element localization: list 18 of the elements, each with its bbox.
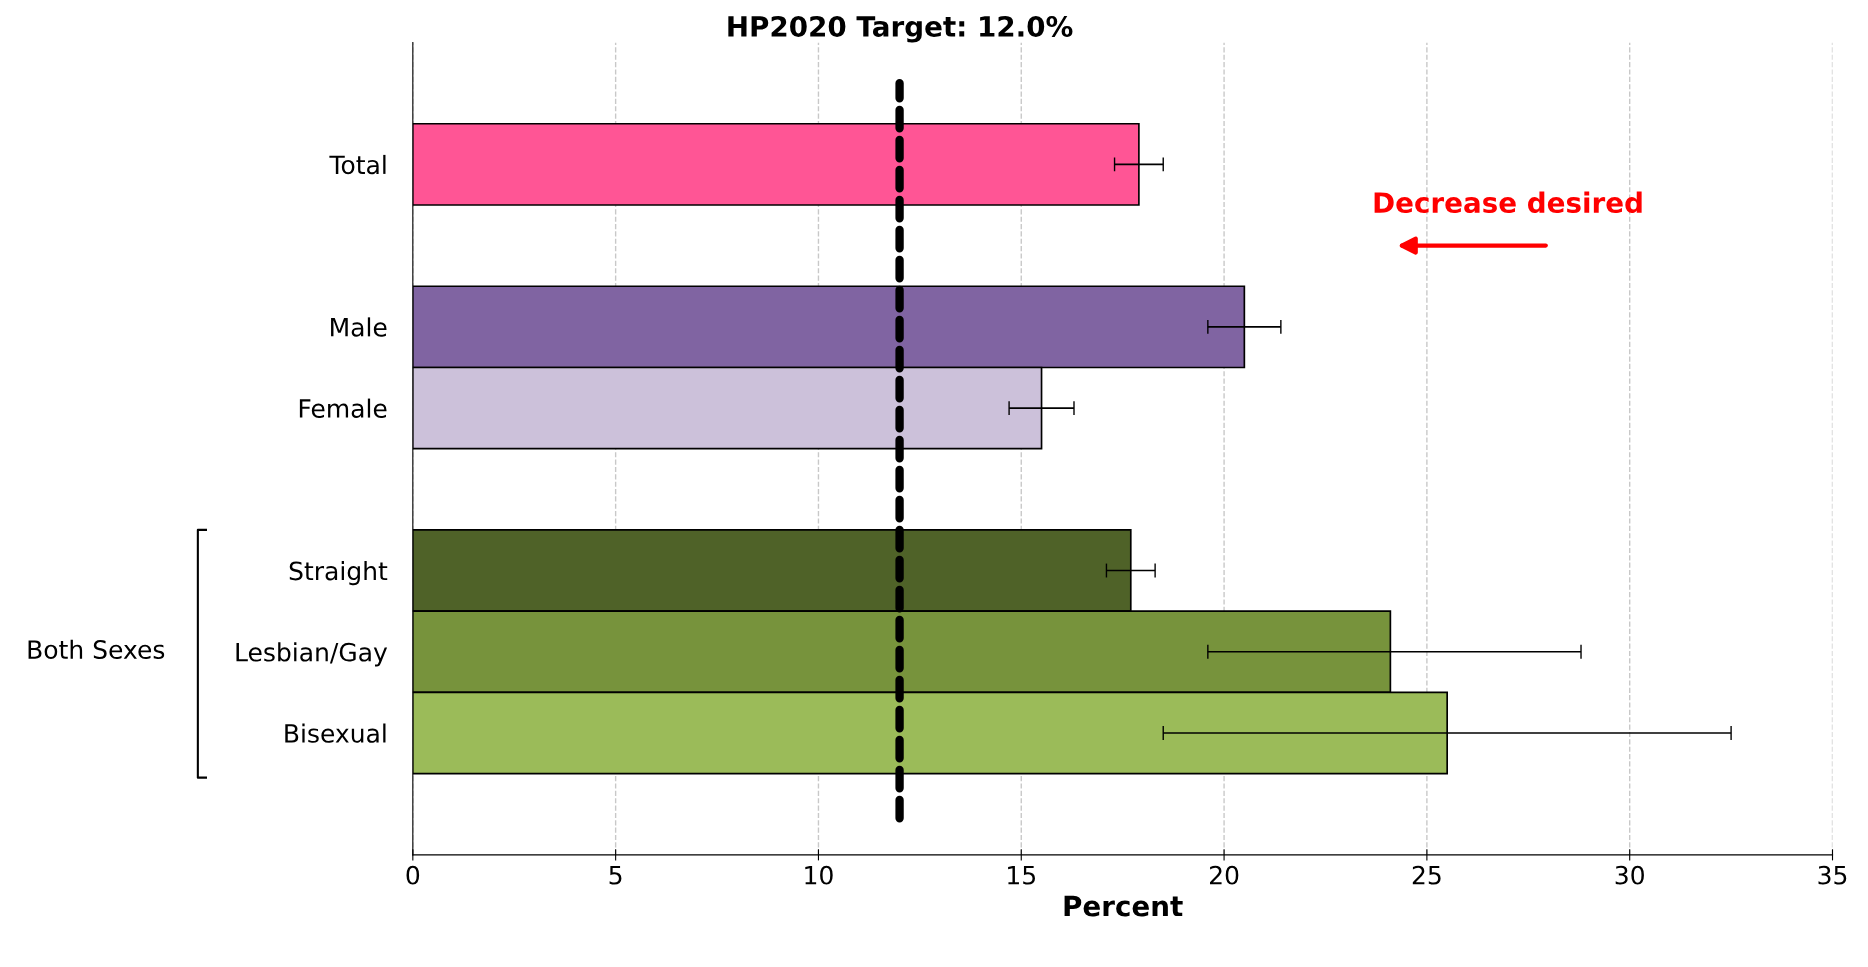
x-tick-label: 20	[1210, 865, 1239, 885]
y-tick-label: Total	[329, 154, 386, 175]
x-tick-label: 5	[609, 866, 622, 885]
y-tick-label: Female	[299, 398, 387, 418]
x-axis-title: Percent	[1064, 895, 1183, 917]
text: Both Sexes	[28, 639, 165, 660]
y-tick-label: Bisexual	[285, 723, 386, 743]
x-tick-label: 25	[1412, 865, 1441, 885]
x-tick-label: 15	[1008, 866, 1035, 885]
x-tick-label: 30	[1615, 865, 1644, 885]
x-tick-label: 0	[406, 865, 420, 885]
ref-line-label: HP2020 Target: 12.0%	[728, 15, 1073, 43]
x-tick-label: 35	[1818, 865, 1847, 885]
y-tick-label: Straight	[289, 561, 388, 586]
y-tick-label: Lesbian/Gay	[236, 642, 388, 667]
annotation: Decrease desired	[1374, 191, 1642, 214]
y-tick-label: Male	[331, 317, 387, 337]
x-tick-label: 10	[805, 865, 833, 885]
